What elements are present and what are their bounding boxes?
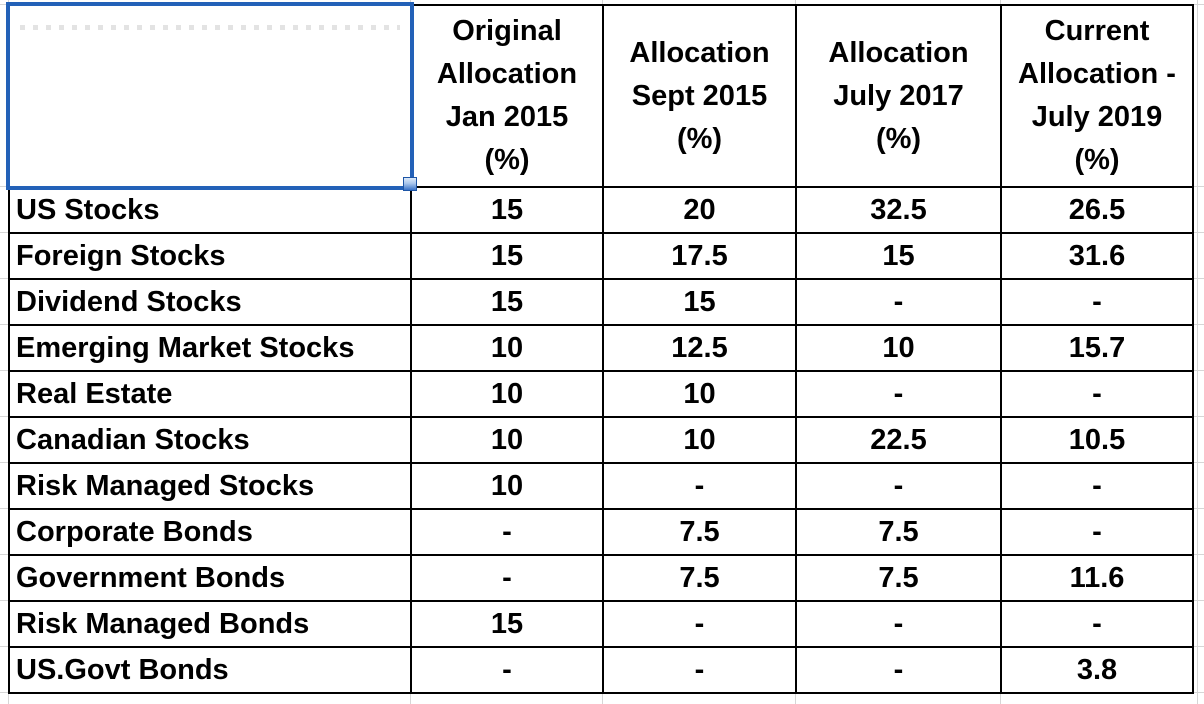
row-label[interactable]: Real Estate (8, 370, 412, 418)
value-cell[interactable]: 10 (602, 370, 797, 418)
column-header-original-allocation-jan-2015[interactable]: Original Allocation Jan 2015 (%) (410, 4, 604, 188)
value-cell[interactable]: - (1000, 278, 1194, 326)
table-row: Corporate Bonds -7.5 7.5- (8, 508, 1194, 556)
table-row: Real Estate 10 10- - (8, 370, 1194, 418)
value-cell[interactable]: 7.5 (602, 508, 797, 556)
table-row: Dividend Stocks 15 15- - (8, 278, 1194, 326)
value-cell[interactable]: 10 (410, 370, 604, 418)
value-cell[interactable]: - (795, 646, 1002, 694)
value-cell[interactable]: - (602, 646, 797, 694)
table-row: US.Govt Bonds - - -3.8 (8, 646, 1194, 694)
value-cell[interactable]: 15 (410, 232, 604, 280)
value-cell[interactable]: 10 (410, 416, 604, 464)
table-row: Risk Managed Stocks 10- - - (8, 462, 1194, 510)
table-row: Foreign Stocks 15 17.5 15 31.6 (8, 232, 1194, 280)
value-cell[interactable]: - (795, 278, 1002, 326)
value-cell[interactable]: - (410, 646, 604, 694)
value-cell[interactable]: - (602, 600, 797, 648)
value-cell[interactable]: 15.7 (1000, 324, 1194, 372)
page-break-dashes (20, 25, 400, 30)
value-cell[interactable]: - (410, 554, 604, 602)
row-label[interactable]: Foreign Stocks (8, 232, 412, 280)
value-cell[interactable]: - (795, 600, 1002, 648)
value-cell[interactable]: - (795, 370, 1002, 418)
value-cell[interactable]: 7.5 (795, 554, 1002, 602)
value-cell[interactable]: 17.5 (602, 232, 797, 280)
row-label[interactable]: Risk Managed Bonds (8, 600, 412, 648)
value-cell[interactable]: - (410, 508, 604, 556)
fill-handle[interactable] (403, 177, 417, 191)
value-cell[interactable]: 10 (795, 324, 1002, 372)
column-header-allocation-july-2017[interactable]: Allocation July 2017 (%) (795, 4, 1002, 188)
value-cell[interactable]: 22.5 (795, 416, 1002, 464)
value-cell[interactable]: - (1000, 462, 1194, 510)
value-cell[interactable]: 15 (795, 232, 1002, 280)
value-cell[interactable]: 7.5 (795, 508, 1002, 556)
selected-corner-cell[interactable] (8, 4, 412, 188)
row-label[interactable]: Dividend Stocks (8, 278, 412, 326)
value-cell[interactable]: - (795, 462, 1002, 510)
value-cell[interactable]: 31.6 (1000, 232, 1194, 280)
value-cell[interactable]: 20 (602, 186, 797, 234)
value-cell[interactable]: 10 (410, 462, 604, 510)
value-cell[interactable]: - (602, 462, 797, 510)
row-label[interactable]: US Stocks (8, 186, 412, 234)
value-cell[interactable]: - (1000, 508, 1194, 556)
value-cell[interactable]: 11.6 (1000, 554, 1194, 602)
value-cell[interactable]: 26.5 (1000, 186, 1194, 234)
column-header-allocation-sept-2015[interactable]: Allocation Sept 2015 (%) (602, 4, 797, 188)
value-cell[interactable]: 10 (602, 416, 797, 464)
row-label[interactable]: Emerging Market Stocks (8, 324, 412, 372)
value-cell[interactable]: 15 (602, 278, 797, 326)
value-cell[interactable]: 15 (410, 278, 604, 326)
allocation-table: Original Allocation Jan 2015 (%) Allocat… (8, 4, 1194, 694)
value-cell[interactable]: 32.5 (795, 186, 1002, 234)
value-cell[interactable]: - (1000, 370, 1194, 418)
value-cell[interactable]: 15 (410, 600, 604, 648)
row-label[interactable]: Corporate Bonds (8, 508, 412, 556)
column-header-current-allocation-july-2019[interactable]: Current Allocation - July 2019 (%) (1000, 4, 1194, 188)
row-label[interactable]: Risk Managed Stocks (8, 462, 412, 510)
value-cell[interactable]: 10.5 (1000, 416, 1194, 464)
table-row: Risk Managed Bonds 15- - - (8, 600, 1194, 648)
header-row: Original Allocation Jan 2015 (%) Allocat… (8, 4, 1194, 188)
table-row: Canadian Stocks 10 10 22.5 10.5 (8, 416, 1194, 464)
table-row: Emerging Market Stocks 10 12.5 10 15.7 (8, 324, 1194, 372)
row-label[interactable]: Government Bonds (8, 554, 412, 602)
gridline (1197, 0, 1198, 704)
table-body: US Stocks 15 20 32.5 26.5 Foreign Stocks 15 17.… (8, 186, 1194, 694)
table-row: Government Bonds -7.5 7.5 11.6 (8, 554, 1194, 602)
value-cell[interactable]: 12.5 (602, 324, 797, 372)
value-cell[interactable]: 15 (410, 186, 604, 234)
table-row: US Stocks 15 20 32.5 26.5 (8, 186, 1194, 234)
value-cell[interactable]: - (1000, 600, 1194, 648)
value-cell[interactable]: 7.5 (602, 554, 797, 602)
value-cell[interactable]: 10 (410, 324, 604, 372)
row-label[interactable]: US.Govt Bonds (8, 646, 412, 694)
row-label[interactable]: Canadian Stocks (8, 416, 412, 464)
value-cell[interactable]: 3.8 (1000, 646, 1194, 694)
